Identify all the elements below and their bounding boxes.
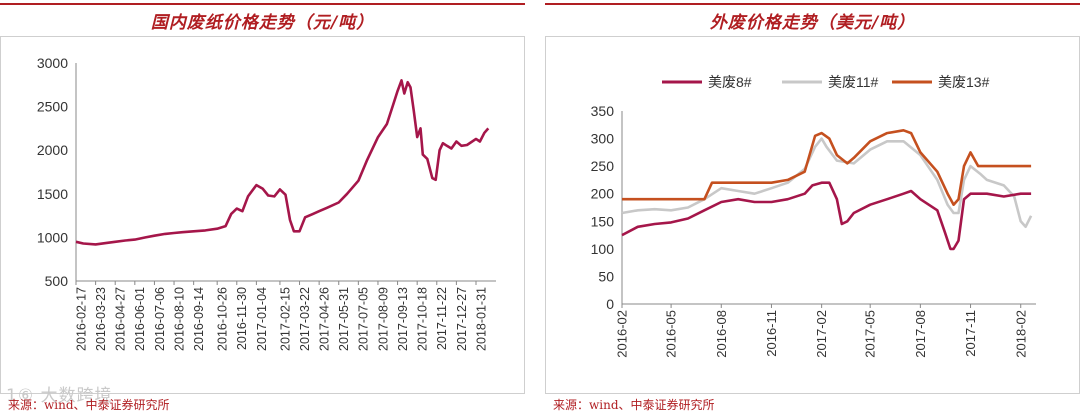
- series-line-usw13: [622, 129, 1032, 206]
- x-tick-label: 2017-11-22: [435, 287, 449, 350]
- y-tick-label: 300: [591, 131, 615, 147]
- x-tick-label: 2016-02: [615, 310, 630, 358]
- y-tick-label: 1000: [37, 229, 68, 245]
- x-tick-label: 2017-11: [963, 310, 978, 357]
- x-tick-label: 2017-05: [863, 310, 878, 358]
- chart-frame: 0 50 100 150 200 250 300 350 2016-02 2016-05 2016-…: [545, 36, 1080, 394]
- x-tick-label: 2018-02: [1013, 310, 1028, 358]
- x-tick-label: 2016-11: [764, 310, 779, 357]
- y-tick-label: 2500: [37, 99, 68, 115]
- x-tick-label: 2016-08-10: [172, 287, 186, 351]
- legend-label: 美废11#: [828, 74, 879, 90]
- y-tick-label: 3000: [37, 55, 68, 71]
- series-line-usw11: [621, 137, 1033, 229]
- y-tick-label: 250: [591, 158, 615, 174]
- x-tick-label: 2017-04-26: [318, 287, 332, 351]
- x-tick-label: 2017-02-15: [278, 287, 292, 351]
- x-tick-label: 2016-11-30: [235, 287, 249, 350]
- x-tick-label: 2017-12-27: [455, 287, 469, 351]
- title-rule: [545, 3, 1080, 5]
- x-tick-label: 2016-07-06: [153, 287, 167, 351]
- source-note: 来源：wind、中泰证券研究所: [553, 398, 715, 412]
- x-tick-label: 2016-05: [664, 310, 679, 358]
- y-tick-label: 0: [606, 296, 614, 312]
- watermark-logo: 1⑥ 大数跨境: [6, 386, 113, 406]
- x-tick-label: 2017-02: [814, 310, 829, 358]
- x-tick-label: 2017-07-05: [357, 287, 371, 351]
- y-tick-label: 2000: [37, 142, 68, 158]
- chart-frame: 500 1000 1500 2000 2500 3000 2016-02-17 2016-03…: [0, 36, 525, 394]
- domestic-price-chart: 500 1000 1500 2000 2500 3000 2016-02-17 2016-03…: [37, 55, 496, 351]
- price-series-line: [75, 79, 490, 246]
- x-tick-label: 2016-04-27: [114, 287, 128, 351]
- y-tick-label: 350: [591, 103, 615, 119]
- x-tick-label: 2017-05-31: [337, 287, 351, 351]
- x-tick-label: 2016-06-01: [133, 287, 147, 351]
- x-tick-label: 2017-09-13: [396, 287, 410, 351]
- source-note: 来源：wind、中泰证券研究所: [8, 398, 170, 412]
- x-tick-label: 2016-09-14: [192, 287, 206, 351]
- x-tick-label: 2017-08: [913, 310, 928, 358]
- domestic-price-panel: 国内废纸价格走势（元/吨） 500 1000 1500 2000 2500 3000 201…: [0, 0, 525, 414]
- series-line-usw8: [621, 181, 1032, 251]
- x-tick-label: 2017-03-22: [298, 287, 312, 351]
- x-tick-label: 2016-10-26: [216, 287, 230, 351]
- import-price-chart: 0 50 100 150 200 250 300 350 2016-02 2016-05 2016-…: [591, 74, 1036, 358]
- x-tick-label: 2018-01-31: [474, 287, 488, 351]
- y-tick-label: 500: [45, 273, 69, 289]
- legend-label: 美废13#: [938, 74, 990, 90]
- legend-label: 美废8#: [708, 74, 752, 90]
- y-tick-label: 100: [591, 241, 615, 257]
- chart-title: 国内废纸价格走势（元/吨）: [150, 13, 375, 33]
- y-tick-label: 150: [591, 213, 615, 229]
- chart-title: 外废价格走势（美元/吨）: [709, 13, 916, 33]
- x-tick-label: 2016-02-17: [74, 287, 88, 351]
- title-rule: [0, 3, 525, 5]
- x-tick-label: 2016-08: [714, 310, 729, 358]
- y-tick-label: 200: [591, 186, 615, 202]
- y-tick-label: 50: [598, 268, 614, 284]
- import-price-panel: 外废价格走势（美元/吨） 0 50 100 150 200 250 300 350 2016-0…: [545, 0, 1080, 414]
- x-tick-label: 2017-10-18: [416, 287, 430, 351]
- x-tick-label: 2017-01-04: [255, 287, 269, 351]
- x-tick-label: 2017-08-09: [376, 287, 390, 351]
- x-tick-label: 2016-03-23: [94, 287, 108, 351]
- y-tick-label: 1500: [37, 186, 68, 202]
